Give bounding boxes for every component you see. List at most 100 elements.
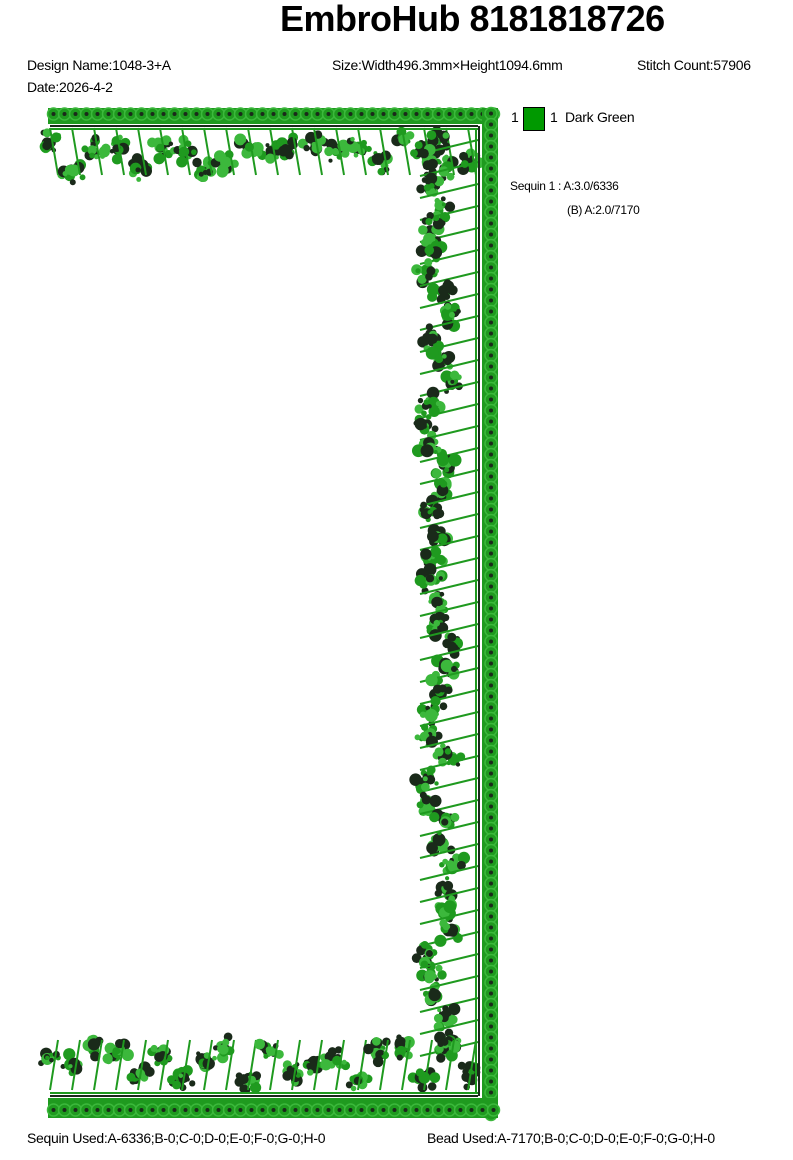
- floral-stem: [335, 1039, 345, 1091]
- floral-motif: [420, 501, 428, 509]
- floral-motif: [414, 141, 423, 150]
- floral-motif: [184, 140, 192, 148]
- lace-scallop-center: [489, 419, 493, 424]
- floral-motif: [378, 1051, 384, 1056]
- floral-motif: [414, 734, 421, 741]
- floral-motif: [429, 811, 440, 823]
- floral-motif: [448, 311, 455, 318]
- floral-motif: [436, 453, 449, 467]
- floral-motif: [307, 1069, 314, 1076]
- floral-motif: [350, 136, 355, 142]
- floral-motif: [440, 480, 448, 488]
- lace-scallop-center: [489, 760, 493, 765]
- floral-motif: [153, 153, 165, 165]
- floral-stem: [291, 127, 301, 176]
- floral-motif: [425, 414, 432, 420]
- floral-motif: [411, 953, 422, 964]
- floral-motif: [439, 220, 446, 226]
- lace-scallop-center: [489, 496, 493, 501]
- floral-stem: [419, 953, 479, 969]
- lace-scallop-center: [489, 309, 493, 314]
- lace-scallop-center: [183, 112, 188, 116]
- lace-scallop-center: [489, 716, 493, 721]
- lace-scallop-center: [489, 540, 493, 545]
- floral-motif: [189, 1080, 196, 1087]
- floral-motif: [438, 576, 443, 581]
- floral-motif: [425, 949, 433, 957]
- floral-stem: [419, 183, 479, 199]
- floral-motif: [422, 160, 433, 171]
- floral-stem: [93, 1039, 103, 1091]
- lace-scallop-center: [489, 518, 493, 523]
- floral-motif: [90, 1051, 101, 1062]
- lace-scallop-center: [414, 112, 419, 116]
- floral-motif: [433, 449, 438, 455]
- floral-motif: [365, 145, 372, 152]
- lace-scallop-center: [293, 112, 298, 116]
- floral-motif: [116, 1048, 121, 1054]
- lace-scallop-center: [489, 133, 493, 138]
- floral-motif: [415, 268, 421, 274]
- lace-scallop-center: [489, 848, 493, 853]
- floral-motif: [131, 157, 137, 163]
- floral-motif: [446, 860, 455, 868]
- floral-motif: [420, 238, 430, 247]
- lace-scallop-center: [489, 155, 493, 160]
- floral-motif: [437, 830, 442, 836]
- lace-scallop-center: [128, 112, 133, 116]
- lace-scallop-center: [489, 331, 493, 336]
- lace-scallop-center: [425, 112, 430, 116]
- floral-stem: [419, 931, 479, 947]
- floral-motif: [434, 781, 439, 786]
- floral-motif: [444, 748, 452, 755]
- floral-motif: [435, 964, 443, 972]
- floral-motif: [421, 795, 431, 805]
- floral-motif: [382, 1037, 391, 1047]
- floral-stem: [379, 127, 389, 176]
- lace-scallop-center: [489, 1035, 493, 1040]
- floral-motif: [423, 445, 433, 456]
- floral-motif: [447, 285, 458, 296]
- page-title: EmbroHub 8181818726: [280, 0, 665, 39]
- floral-motif: [42, 140, 52, 151]
- floral-stem: [419, 623, 479, 639]
- floral-motif: [426, 266, 436, 276]
- floral-stem: [401, 127, 411, 176]
- lace-scallop-center: [271, 112, 276, 116]
- lace-scallop-center: [260, 112, 265, 116]
- floral-stem: [71, 1039, 81, 1091]
- floral-motif: [136, 177, 142, 182]
- floral-motif: [437, 622, 449, 634]
- floral-motif: [426, 130, 437, 140]
- lace-scallop-center: [150, 112, 155, 116]
- floral-motif: [280, 144, 291, 154]
- floral-stem: [71, 127, 81, 176]
- lace-scallop-center: [489, 738, 493, 743]
- lace-scallop-center: [489, 221, 493, 226]
- lace-scallop-center: [260, 1108, 265, 1112]
- lace-scallop-center: [315, 112, 320, 116]
- floral-motif: [456, 309, 461, 314]
- lace-scallop-center: [489, 661, 493, 666]
- lace-scallop-center: [489, 859, 493, 864]
- floral-motif: [429, 629, 442, 642]
- lace-scallop-center: [95, 1108, 100, 1112]
- floral-motif: [114, 1039, 125, 1049]
- floral-motif: [439, 880, 446, 887]
- floral-motif: [126, 1072, 136, 1082]
- floral-motif: [444, 154, 449, 160]
- floral-stem: [357, 127, 367, 176]
- floral-motif: [439, 702, 448, 711]
- lace-scallop-center: [403, 112, 408, 116]
- floral-motif: [353, 152, 359, 158]
- floral-motif: [263, 1053, 269, 1059]
- lace-scallop-center: [489, 529, 493, 534]
- floral-motif: [104, 1056, 113, 1065]
- floral-stem: [467, 1039, 477, 1091]
- lace-scallop-center: [370, 112, 375, 116]
- lace-scallop-center: [238, 1108, 243, 1112]
- lace-scallop-center: [489, 947, 493, 952]
- floral-motif: [81, 145, 89, 153]
- floral-stem: [419, 491, 479, 507]
- lace-scallop-center: [117, 112, 122, 116]
